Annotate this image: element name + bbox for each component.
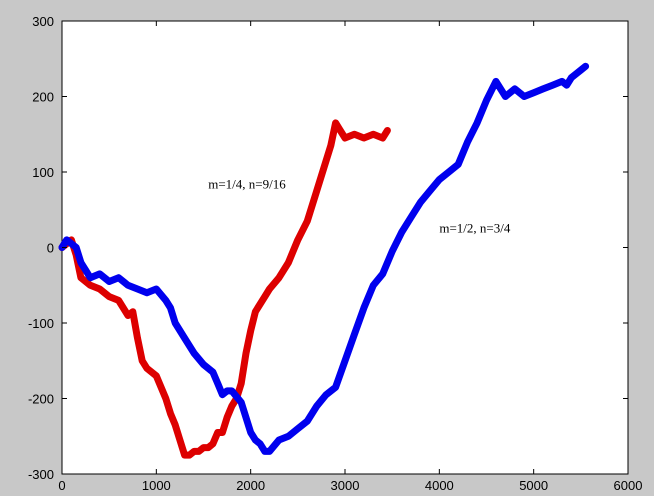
x-tick-label: 1000 [142,478,171,493]
x-tick-label: 0 [58,478,65,493]
series-line-1 [58,119,391,459]
x-tick-label: 6000 [614,478,643,493]
tick-labels-layer: 0 1000 2000 3000 4000 5000 6000 -300 -200 -100 0 10… [28,14,642,493]
y-tick-label: 100 [32,165,54,180]
series-line-2 [58,62,590,455]
plot-area [61,20,629,475]
y-tick-label: 0 [47,241,54,256]
y-tick-label: -200 [28,392,54,407]
annotation-label: m=1/2, n=3/4 [439,220,510,235]
y-tick-label: 300 [32,14,54,29]
x-tick-label: 3000 [331,478,360,493]
y-tick-label: -300 [28,467,54,482]
series-layer [58,62,590,459]
y-tick-label: -100 [28,316,54,331]
x-tick-label: 5000 [519,478,548,493]
x-tick-label: 2000 [236,478,265,493]
y-tick-label: 200 [32,90,54,105]
ticks-layer [61,20,629,475]
annotation-label: m=1/4, n=9/16 [208,177,286,192]
x-tick-label: 4000 [425,478,454,493]
